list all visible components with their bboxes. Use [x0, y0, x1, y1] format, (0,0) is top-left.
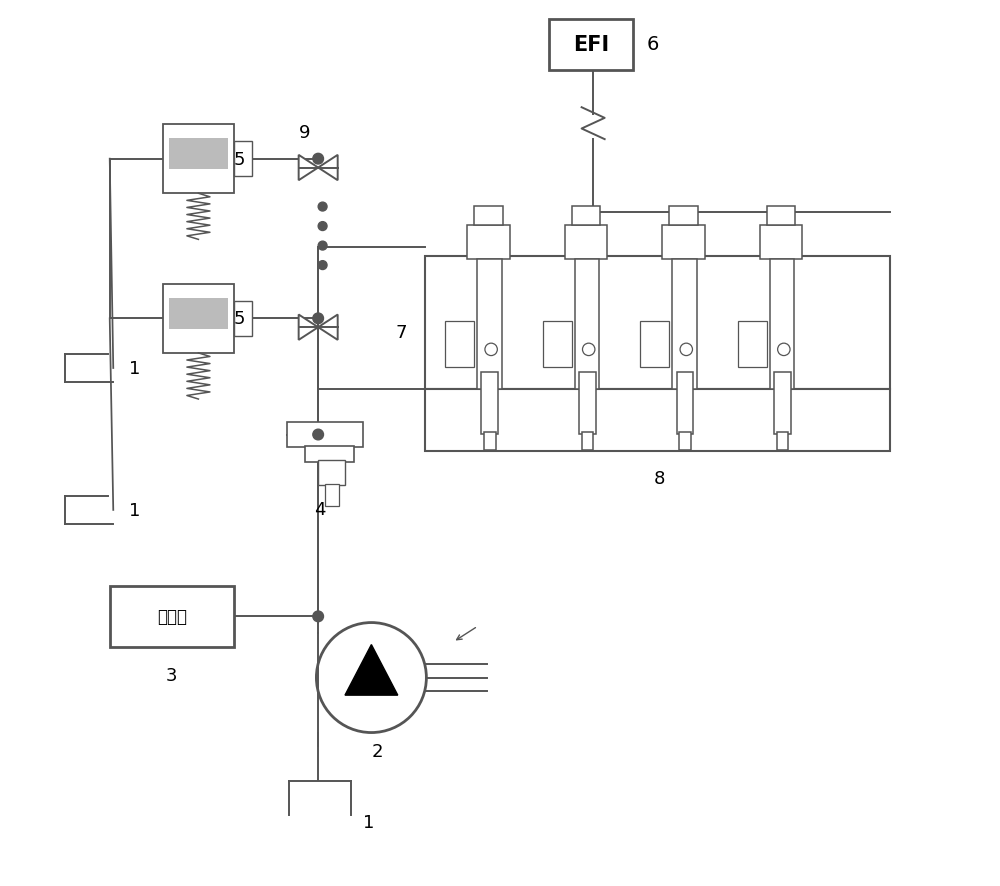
Bar [738, 322, 767, 368]
Text: 1: 1 [129, 360, 141, 377]
Text: 6: 6 [646, 35, 659, 54]
Bar [640, 322, 669, 368]
Bar [325, 485, 339, 507]
Bar [305, 447, 354, 462]
Bar [481, 372, 498, 434]
Bar [484, 432, 496, 450]
Text: 9: 9 [299, 124, 311, 142]
Bar [169, 139, 228, 170]
Bar [318, 461, 345, 486]
Bar [549, 19, 633, 71]
Text: 5: 5 [234, 151, 245, 168]
Text: 1: 1 [363, 813, 374, 831]
Bar [477, 260, 502, 390]
Text: 1: 1 [129, 501, 141, 519]
Bar [234, 143, 252, 177]
Text: 2: 2 [372, 742, 383, 760]
Circle shape [318, 203, 327, 212]
Polygon shape [299, 156, 318, 181]
Circle shape [313, 611, 323, 622]
Bar [425, 257, 890, 390]
Polygon shape [299, 315, 318, 340]
Bar [672, 260, 697, 390]
Circle shape [318, 261, 327, 270]
Circle shape [313, 430, 323, 440]
Bar [679, 432, 691, 450]
Bar [110, 587, 234, 647]
Bar [767, 206, 795, 226]
Circle shape [318, 222, 327, 231]
Bar [582, 432, 593, 450]
Bar [543, 322, 572, 368]
Text: 7: 7 [395, 323, 407, 341]
Polygon shape [345, 645, 398, 696]
Circle shape [313, 154, 323, 165]
Text: 控制器: 控制器 [157, 608, 187, 626]
Bar [575, 260, 599, 390]
Bar [163, 125, 234, 194]
Bar [565, 226, 607, 260]
Text: 5: 5 [234, 310, 245, 328]
Text: 3: 3 [166, 666, 178, 684]
Bar [579, 372, 596, 434]
Bar [234, 301, 252, 337]
Polygon shape [318, 315, 338, 340]
Bar [760, 226, 802, 260]
Text: 4: 4 [314, 501, 325, 518]
Bar [287, 423, 363, 447]
Polygon shape [318, 156, 338, 181]
Bar [777, 432, 788, 450]
Bar [445, 322, 474, 368]
Bar [572, 206, 600, 226]
Bar [770, 260, 794, 390]
Text: EFI: EFI [573, 35, 609, 55]
Bar [474, 206, 503, 226]
Bar [425, 390, 890, 452]
Text: 8: 8 [654, 470, 665, 487]
Circle shape [318, 242, 327, 251]
Bar [669, 206, 698, 226]
Bar [169, 299, 228, 330]
Bar [774, 372, 791, 434]
Bar [677, 372, 693, 434]
Bar [467, 226, 510, 260]
Bar [662, 226, 705, 260]
Bar [163, 284, 234, 354]
Circle shape [313, 314, 323, 324]
